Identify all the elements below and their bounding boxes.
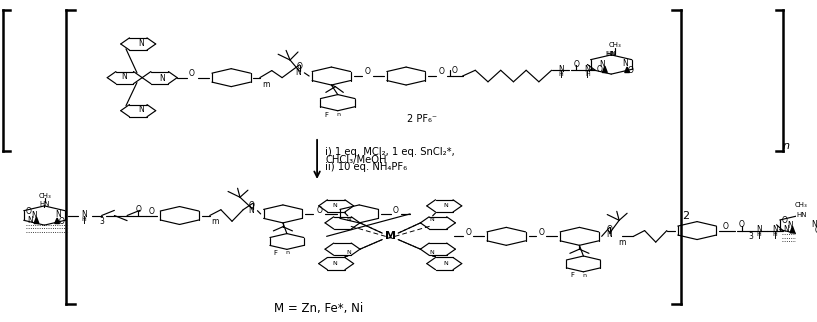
Text: N: N [121, 72, 127, 81]
Text: CH₃: CH₃ [609, 42, 622, 48]
Polygon shape [602, 66, 607, 72]
Text: O: O [25, 207, 32, 216]
Text: O: O [136, 205, 141, 214]
Text: O: O [248, 201, 254, 210]
Text: N: N [159, 74, 165, 83]
Text: N: N [607, 230, 613, 239]
Text: m: m [262, 80, 270, 89]
Text: O: O [739, 220, 744, 229]
Text: ii) 10 eq. NH₄PF₆: ii) 10 eq. NH₄PF₆ [325, 162, 407, 172]
Text: m: m [618, 238, 625, 247]
Text: N: N [599, 60, 605, 69]
Text: n: n [286, 251, 290, 255]
Text: N: N [31, 211, 37, 220]
Text: O: O [782, 216, 788, 225]
Text: O: O [189, 69, 194, 78]
Text: CH₃: CH₃ [795, 202, 807, 208]
Text: O: O [149, 207, 154, 216]
Text: N: N [346, 217, 351, 222]
Polygon shape [810, 227, 815, 233]
Text: m: m [211, 217, 218, 226]
Text: n: n [337, 112, 341, 117]
Text: M = Zn, Fe*, Ni: M = Zn, Fe*, Ni [274, 302, 364, 315]
Text: HN: HN [39, 201, 50, 207]
Text: O: O [596, 65, 602, 74]
Text: O: O [297, 62, 302, 71]
Text: N: N [757, 225, 762, 234]
Text: N: N [139, 105, 145, 114]
Text: H: H [82, 217, 87, 222]
Polygon shape [34, 217, 39, 223]
Text: N: N [429, 217, 434, 222]
Text: CHCl₃/MeOH: CHCl₃/MeOH [325, 155, 386, 165]
Text: O: O [316, 205, 323, 214]
Text: O: O [438, 67, 444, 76]
Text: O: O [465, 228, 471, 237]
Text: n: n [783, 141, 789, 151]
Text: H: H [757, 232, 761, 237]
Text: HN: HN [796, 212, 806, 218]
Text: 2 PF₆⁻: 2 PF₆⁻ [407, 114, 437, 124]
Text: O: O [59, 217, 65, 226]
Text: N: N [444, 261, 449, 266]
Text: H: H [773, 232, 777, 237]
Text: O: O [538, 228, 544, 237]
Text: 3: 3 [99, 217, 104, 226]
Text: O: O [627, 66, 633, 75]
Polygon shape [625, 67, 629, 72]
Text: N: N [248, 205, 254, 214]
Text: O: O [364, 67, 370, 76]
Text: CH₃: CH₃ [39, 193, 51, 199]
Text: O: O [607, 225, 613, 234]
Text: i) 1 eq. MCl₂, 1 eq. SnCl₂*,: i) 1 eq. MCl₂, 1 eq. SnCl₂*, [325, 147, 455, 157]
Text: N: N [558, 65, 564, 74]
Text: H: H [559, 71, 564, 77]
Text: N: N [623, 59, 628, 68]
Text: N: N [772, 225, 778, 234]
Text: HN: HN [607, 51, 618, 57]
Text: F: F [274, 250, 278, 256]
Text: N: N [333, 204, 337, 208]
Text: HN: HN [605, 51, 616, 57]
Polygon shape [55, 218, 60, 223]
Text: M: M [385, 231, 395, 242]
Text: N: N [81, 210, 87, 219]
Text: N: N [333, 261, 337, 266]
Text: N: N [784, 225, 789, 234]
Text: N: N [295, 68, 301, 77]
Text: n: n [583, 273, 586, 278]
Text: 3: 3 [748, 232, 753, 241]
Text: N: N [27, 216, 33, 225]
Text: N: N [139, 39, 145, 48]
Text: H: H [585, 71, 590, 77]
Text: F: F [324, 112, 328, 118]
Polygon shape [790, 226, 795, 233]
Text: N: N [584, 65, 590, 74]
Text: O: O [574, 60, 579, 69]
Text: F: F [570, 272, 574, 278]
Text: N: N [55, 210, 60, 219]
Text: 2: 2 [682, 211, 690, 221]
Text: N: N [429, 250, 434, 255]
Text: O: O [452, 66, 458, 75]
Text: N: N [788, 221, 793, 230]
Text: N: N [346, 250, 351, 255]
Text: O: O [393, 205, 399, 214]
Text: O: O [723, 222, 729, 231]
Text: N: N [444, 204, 449, 208]
Text: O: O [815, 226, 817, 235]
Text: N: N [811, 220, 817, 229]
